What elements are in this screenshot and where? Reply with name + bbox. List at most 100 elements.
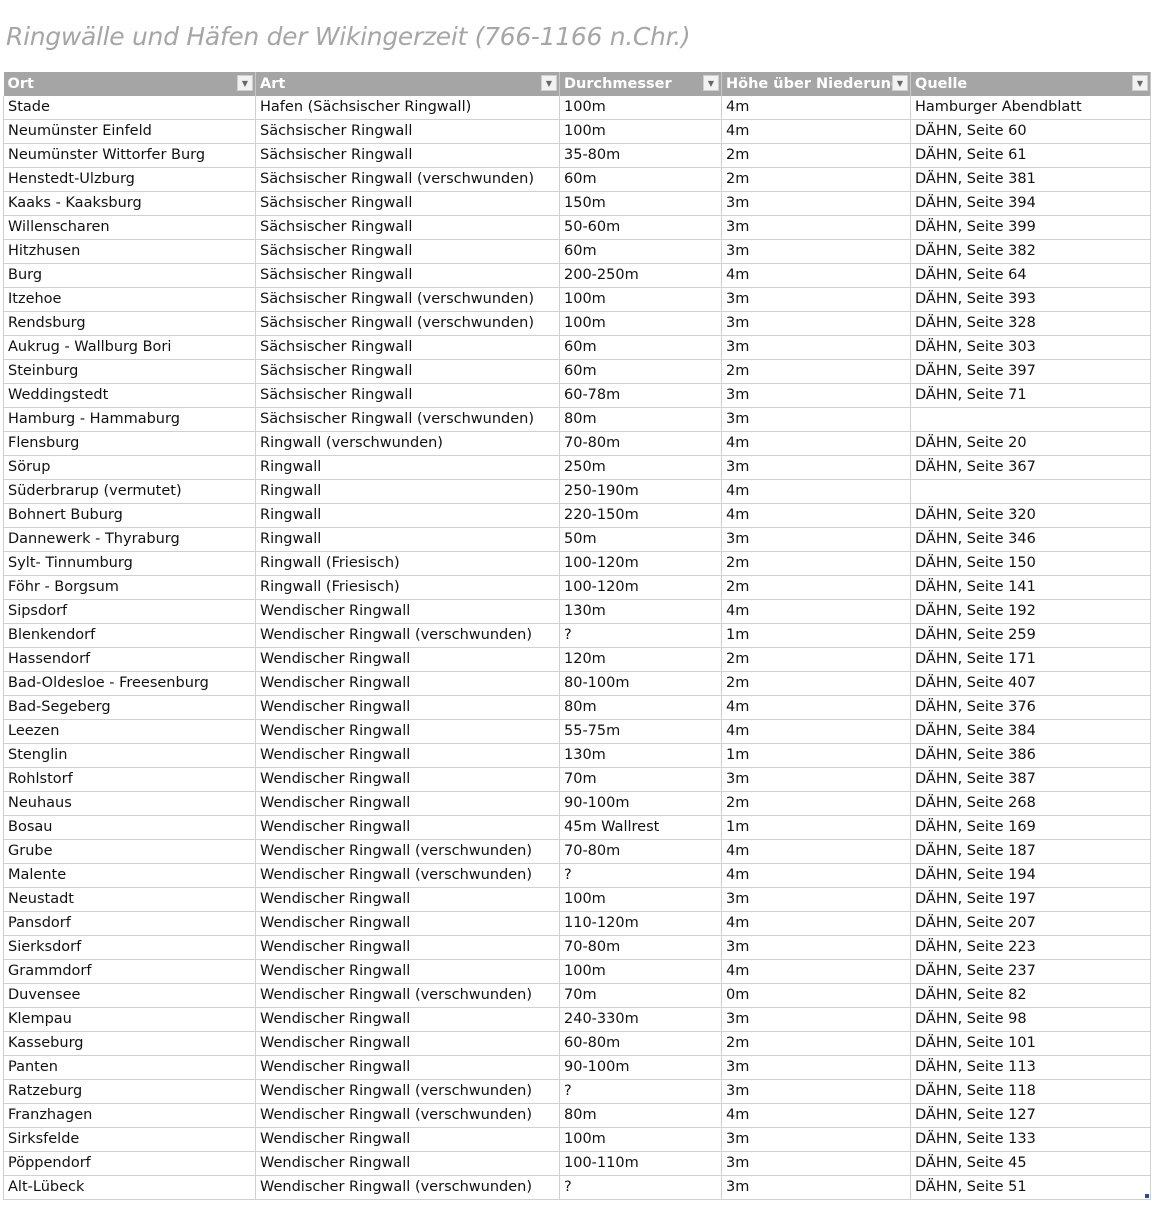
cell-durchmesser[interactable]: 100m: [559, 959, 722, 984]
cell-art[interactable]: Ringwall: [255, 503, 560, 528]
cell-art[interactable]: Ringwall (verschwunden): [255, 431, 560, 456]
cell-ort[interactable]: Leezen: [3, 719, 256, 744]
cell-art[interactable]: Wendischer Ringwall: [255, 887, 560, 912]
cell-art[interactable]: Wendischer Ringwall: [255, 599, 560, 624]
cell-durchmesser[interactable]: 80-100m: [559, 671, 722, 696]
cell-quelle[interactable]: DÄHN, Seite 20: [910, 431, 1151, 456]
column-header-hoehe[interactable]: Höhe über Niederung ▼: [721, 72, 911, 96]
cell-durchmesser[interactable]: 100m: [559, 287, 722, 312]
column-header-art[interactable]: Art ▼: [255, 72, 560, 96]
cell-quelle[interactable]: DÄHN, Seite 328: [910, 311, 1151, 336]
cell-art[interactable]: Wendischer Ringwall (verschwunden): [255, 623, 560, 648]
cell-hoehe[interactable]: 3m: [721, 1055, 911, 1080]
cell-art[interactable]: Ringwall (Friesisch): [255, 551, 560, 576]
cell-art[interactable]: Wendischer Ringwall (verschwunden): [255, 863, 560, 888]
cell-hoehe[interactable]: 4m: [721, 119, 911, 144]
cell-ort[interactable]: Dannewerk - Thyraburg: [3, 527, 256, 552]
cell-ort[interactable]: Alt-Lübeck: [3, 1175, 256, 1200]
cell-quelle[interactable]: DÄHN, Seite 387: [910, 767, 1151, 792]
cell-ort[interactable]: Kaaks - Kaaksburg: [3, 191, 256, 216]
cell-ort[interactable]: Grube: [3, 839, 256, 864]
cell-hoehe[interactable]: 3m: [721, 1151, 911, 1176]
cell-ort[interactable]: Burg: [3, 263, 256, 288]
cell-durchmesser[interactable]: 60m: [559, 335, 722, 360]
cell-durchmesser[interactable]: 70m: [559, 767, 722, 792]
cell-ort[interactable]: Neumünster Einfeld: [3, 119, 256, 144]
cell-quelle[interactable]: DÄHN, Seite 303: [910, 335, 1151, 360]
cell-art[interactable]: Ringwall: [255, 479, 560, 504]
cell-quelle[interactable]: DÄHN, Seite 381: [910, 167, 1151, 192]
cell-quelle[interactable]: DÄHN, Seite 150: [910, 551, 1151, 576]
cell-ort[interactable]: Stade: [3, 96, 256, 120]
filter-dropdown-icon[interactable]: ▼: [237, 75, 253, 91]
cell-durchmesser[interactable]: 100-110m: [559, 1151, 722, 1176]
cell-art[interactable]: Wendischer Ringwall (verschwunden): [255, 983, 560, 1008]
cell-quelle[interactable]: DÄHN, Seite 197: [910, 887, 1151, 912]
cell-art[interactable]: Wendischer Ringwall: [255, 767, 560, 792]
cell-art[interactable]: Wendischer Ringwall (verschwunden): [255, 839, 560, 864]
cell-ort[interactable]: Aukrug - Wallburg Bori: [3, 335, 256, 360]
cell-art[interactable]: Ringwall (Friesisch): [255, 575, 560, 600]
cell-quelle[interactable]: DÄHN, Seite 393: [910, 287, 1151, 312]
cell-art[interactable]: Sächsischer Ringwall: [255, 383, 560, 408]
cell-quelle[interactable]: DÄHN, Seite 141: [910, 575, 1151, 600]
cell-quelle[interactable]: DÄHN, Seite 82: [910, 983, 1151, 1008]
cell-quelle[interactable]: DÄHN, Seite 101: [910, 1031, 1151, 1056]
cell-art[interactable]: Sächsischer Ringwall: [255, 335, 560, 360]
cell-art[interactable]: Wendischer Ringwall: [255, 911, 560, 936]
cell-ort[interactable]: Bad-Oldesloe - Freesenburg: [3, 671, 256, 696]
cell-art[interactable]: Wendischer Ringwall: [255, 815, 560, 840]
cell-ort[interactable]: Kasseburg: [3, 1031, 256, 1056]
cell-quelle[interactable]: DÄHN, Seite 259: [910, 623, 1151, 648]
cell-quelle[interactable]: [910, 479, 1151, 504]
cell-quelle[interactable]: DÄHN, Seite 384: [910, 719, 1151, 744]
cell-durchmesser[interactable]: 70-80m: [559, 935, 722, 960]
cell-art[interactable]: Sächsischer Ringwall: [255, 143, 560, 168]
filter-dropdown-icon[interactable]: ▼: [892, 75, 908, 91]
cell-hoehe[interactable]: 3m: [721, 455, 911, 480]
cell-quelle[interactable]: DÄHN, Seite 71: [910, 383, 1151, 408]
cell-quelle[interactable]: DÄHN, Seite 61: [910, 143, 1151, 168]
cell-durchmesser[interactable]: 90-100m: [559, 1055, 722, 1080]
cell-hoehe[interactable]: 4m: [721, 1103, 911, 1128]
cell-ort[interactable]: Malente: [3, 863, 256, 888]
cell-art[interactable]: Wendischer Ringwall: [255, 791, 560, 816]
cell-hoehe[interactable]: 2m: [721, 575, 911, 600]
cell-ort[interactable]: Bad-Segeberg: [3, 695, 256, 720]
cell-ort[interactable]: Flensburg: [3, 431, 256, 456]
cell-durchmesser[interactable]: 50-60m: [559, 215, 722, 240]
cell-quelle[interactable]: DÄHN, Seite 127: [910, 1103, 1151, 1128]
cell-quelle[interactable]: DÄHN, Seite 192: [910, 599, 1151, 624]
cell-quelle[interactable]: DÄHN, Seite 397: [910, 359, 1151, 384]
cell-hoehe[interactable]: 2m: [721, 167, 911, 192]
cell-durchmesser[interactable]: 60m: [559, 167, 722, 192]
cell-ort[interactable]: Pansdorf: [3, 911, 256, 936]
cell-ort[interactable]: Willenscharen: [3, 215, 256, 240]
cell-hoehe[interactable]: 4m: [721, 911, 911, 936]
cell-ort[interactable]: Bohnert Buburg: [3, 503, 256, 528]
cell-quelle[interactable]: DÄHN, Seite 394: [910, 191, 1151, 216]
cell-art[interactable]: Wendischer Ringwall: [255, 695, 560, 720]
filter-dropdown-icon[interactable]: ▼: [703, 75, 719, 91]
cell-quelle[interactable]: DÄHN, Seite 45: [910, 1151, 1151, 1176]
cell-hoehe[interactable]: 4m: [721, 431, 911, 456]
cell-quelle[interactable]: DÄHN, Seite 376: [910, 695, 1151, 720]
cell-art[interactable]: Wendischer Ringwall: [255, 1151, 560, 1176]
cell-art[interactable]: Ringwall: [255, 455, 560, 480]
cell-quelle[interactable]: DÄHN, Seite 51: [910, 1175, 1151, 1200]
cell-ort[interactable]: Itzehoe: [3, 287, 256, 312]
cell-durchmesser[interactable]: 70m: [559, 983, 722, 1008]
cell-hoehe[interactable]: 3m: [721, 239, 911, 264]
cell-art[interactable]: Hafen (Sächsischer Ringwall): [255, 96, 560, 120]
cell-ort[interactable]: Franzhagen: [3, 1103, 256, 1128]
cell-art[interactable]: Wendischer Ringwall: [255, 959, 560, 984]
cell-art[interactable]: Sächsischer Ringwall (verschwunden): [255, 407, 560, 432]
cell-durchmesser[interactable]: ?: [559, 623, 722, 648]
cell-quelle[interactable]: DÄHN, Seite 268: [910, 791, 1151, 816]
cell-ort[interactable]: Weddingstedt: [3, 383, 256, 408]
cell-hoehe[interactable]: 3m: [721, 1127, 911, 1152]
cell-hoehe[interactable]: 4m: [721, 599, 911, 624]
cell-durchmesser[interactable]: ?: [559, 1079, 722, 1104]
cell-durchmesser[interactable]: 150m: [559, 191, 722, 216]
cell-hoehe[interactable]: 4m: [721, 695, 911, 720]
